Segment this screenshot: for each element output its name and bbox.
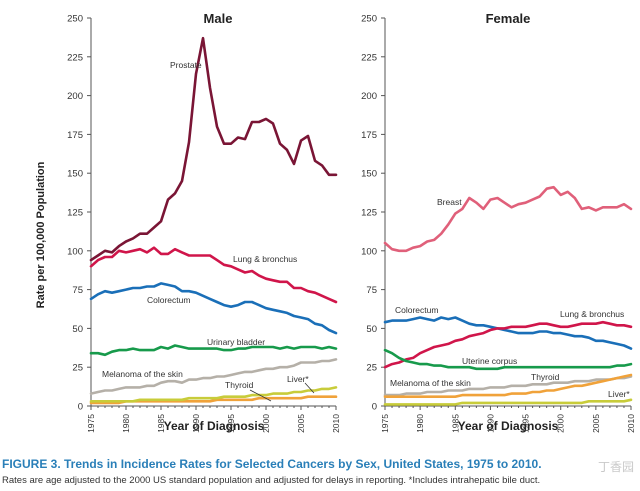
chart-panel-male: Male 0 25 50 75 100 125 150 175 200 225 250 1975 1980… (67, 11, 341, 433)
x-tick-label: 1980 (415, 414, 425, 433)
x-tick-label: 2005 (591, 414, 601, 433)
cancer-incidence-charts: Rate per 100,000 Population Year of Diag… (35, 11, 636, 433)
y-tick-label: 0 (372, 402, 377, 413)
y-tick-label: 200 (67, 91, 83, 102)
x-tick-label: 2000 (556, 414, 566, 433)
series-line-thyroid (383, 373, 633, 399)
x-tick-label: 1985 (156, 414, 166, 433)
label-leader-line (249, 389, 272, 402)
label-leader-line (304, 382, 315, 394)
series-label-urinary-bladder: Urinary bladder (207, 337, 265, 347)
series-label-melanoma-of-the-skin: Melanoma of the skin (390, 378, 471, 388)
series-label-thyroid: Thyroid (531, 372, 560, 382)
x-axis-label-female: Year of Diagnosis (458, 419, 559, 433)
figure-caption-note: Rates are age adjusted to the 2000 US st… (2, 475, 541, 486)
series-label-liver: Liver* (287, 374, 309, 384)
y-tick-label: 225 (67, 52, 83, 63)
series-line-melanoma-of-the-skin (89, 358, 338, 395)
series-line-breast (383, 185, 633, 253)
panel-title-male: Male (204, 11, 233, 26)
series-line-liver (89, 386, 338, 403)
series-line-prostate (89, 36, 338, 262)
x-axis-label-male: Year of Diagnosis (164, 419, 265, 433)
chart-panel-female: Female 0 25 50 75 100 125 150 175 200 225 250 1975 19… (361, 11, 636, 433)
y-tick-label: 250 (361, 14, 377, 25)
y-tick-label: 150 (67, 169, 83, 180)
series-label-lung-bronchus: Lung & bronchus (560, 309, 624, 319)
panel-title-female: Female (486, 11, 531, 26)
series-label-prostate: Prostate (170, 60, 202, 70)
y-axis-label: Rate per 100,000 Population (35, 161, 47, 308)
series-line-liver (383, 398, 633, 406)
x-tick-label: 1975 (380, 414, 390, 433)
series-label-liver: Liver* (608, 389, 630, 399)
y-tick-label: 75 (72, 285, 83, 296)
y-tick-label: 125 (67, 208, 83, 219)
y-tick-label: 75 (366, 285, 377, 296)
series-line-uterine-corpus (383, 348, 633, 371)
series-label-lung-bronchus: Lung & bronchus (233, 254, 297, 264)
y-tick-label: 225 (361, 52, 377, 63)
y-tick-label: 100 (67, 246, 83, 257)
y-tick-label: 100 (361, 246, 377, 257)
series-label-uterine-corpus: Uterine corpus (462, 356, 517, 366)
series-line-lung-bronchus (383, 320, 633, 369)
x-tick-label: 2005 (296, 414, 306, 433)
x-tick-label: 1990 (485, 414, 495, 433)
series-label-thyroid: Thyroid (225, 380, 254, 390)
x-tick-label: 1985 (450, 414, 460, 433)
y-tick-label: 250 (67, 14, 83, 25)
series-line-lung-bronchus (89, 246, 338, 304)
x-tick-label: 2010 (331, 414, 341, 433)
series-label-breast: Breast (437, 197, 462, 207)
y-tick-label: 50 (72, 324, 83, 335)
x-tick-label: 2000 (261, 414, 271, 433)
y-tick-label: 25 (366, 363, 377, 374)
series-line-colorectum (89, 282, 338, 335)
x-tick-label: 2010 (626, 414, 636, 433)
figure-caption-title: FIGURE 3. Trends in Incidence Rates for … (2, 457, 542, 471)
y-tick-label: 0 (78, 402, 83, 413)
x-tick-label: 1980 (121, 414, 131, 433)
x-tick-label: 1995 (521, 414, 531, 433)
y-tick-label: 200 (361, 91, 377, 102)
y-tick-label: 125 (361, 208, 377, 219)
x-tick-label: 1995 (226, 414, 236, 433)
y-tick-label: 150 (361, 169, 377, 180)
y-tick-label: 50 (366, 324, 377, 335)
series-line-colorectum (383, 316, 633, 350)
x-tick-label: 1990 (191, 414, 201, 433)
y-tick-label: 25 (72, 363, 83, 374)
watermark: 丁香园 (597, 460, 634, 474)
series-label-melanoma-of-the-skin: Melanoma of the skin (102, 369, 183, 379)
series-label-colorectum: Colorectum (395, 305, 438, 315)
series-line-urinary-bladder (89, 344, 338, 357)
series-label-colorectum: Colorectum (147, 295, 190, 305)
series-line-melanoma-of-the-skin (383, 375, 633, 397)
y-tick-label: 175 (361, 130, 377, 141)
x-tick-label: 1975 (86, 414, 96, 433)
y-tick-label: 175 (67, 130, 83, 141)
